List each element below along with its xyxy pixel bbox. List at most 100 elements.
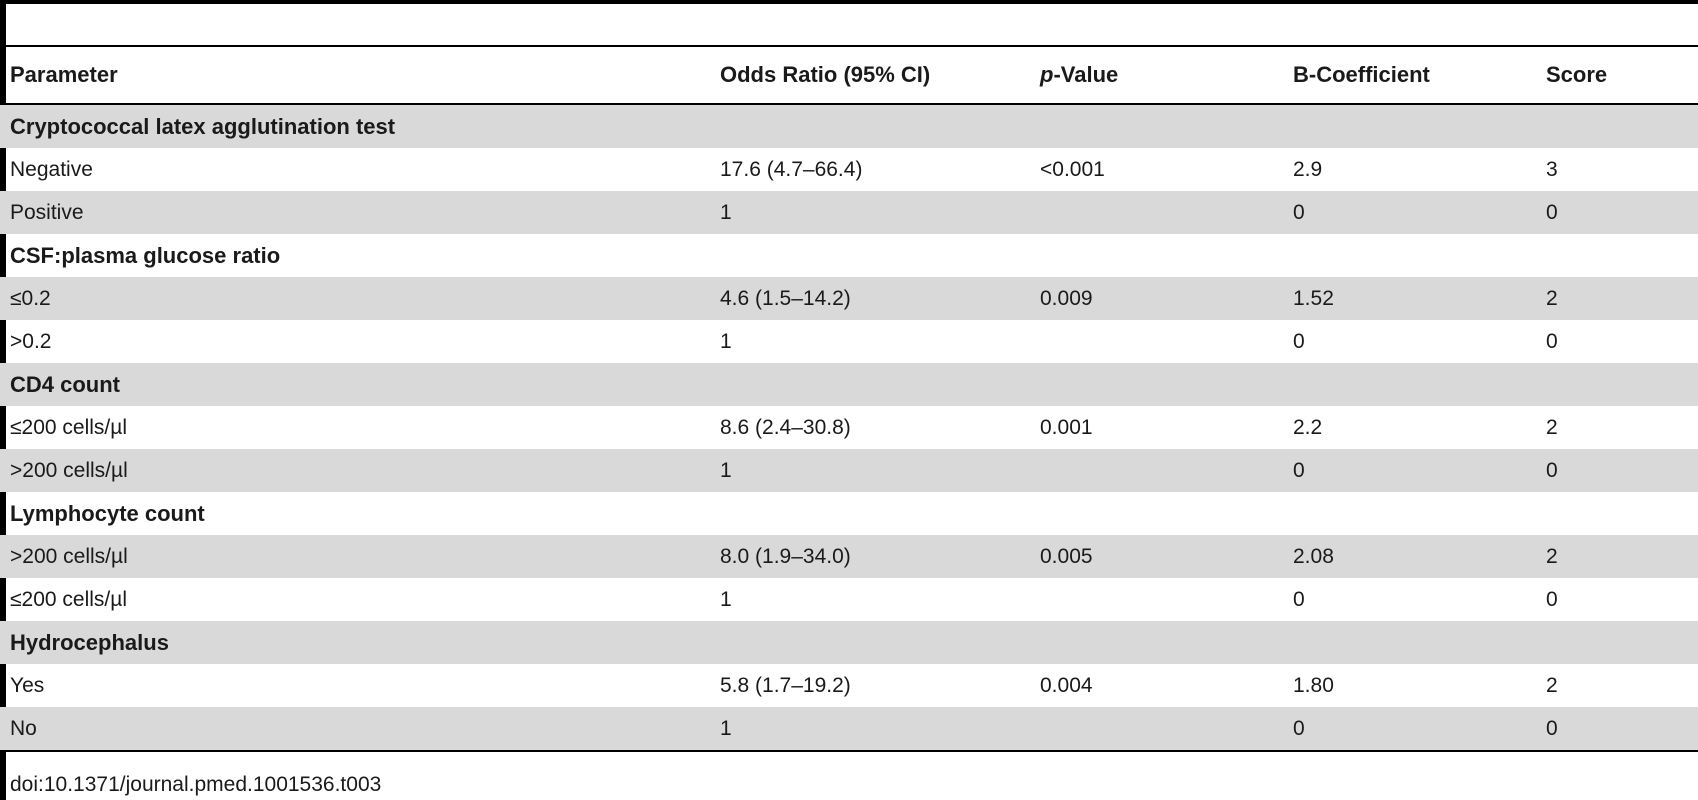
cell-odds-ratio: 5.8 (1.7–19.2): [720, 673, 851, 697]
cell-parameter: Hydrocephalus: [0, 621, 710, 664]
table-header: Parameter Odds Ratio (95% CI) p-Value B-…: [0, 46, 1698, 104]
results-table: Parameter Odds Ratio (95% CI) p-Value B-…: [0, 45, 1698, 752]
table-row: ≤200 cells/µl 8.6 (2.4–30.8) 0.001 2.2 2: [0, 406, 1698, 449]
cell-b-coefficient: 2.08: [1283, 535, 1536, 578]
cell-parameter: No: [0, 707, 710, 751]
table-body: Cryptococcal latex agglutination test Neg…: [0, 104, 1698, 751]
cell-odds-ratio: 1: [710, 449, 1030, 492]
cell-odds-ratio: [710, 492, 1030, 535]
cell-b-coefficient: 0: [1283, 191, 1536, 234]
cell-odds-ratio: 8.6 (2.4–30.8): [720, 415, 851, 439]
cell-score: [1536, 492, 1698, 535]
cell-p-value: [1030, 492, 1283, 535]
header-p-value: p-Value: [1030, 46, 1283, 104]
cell-b-coefficient: 1.80: [1293, 673, 1334, 697]
cell-parameter: Positive: [0, 191, 710, 234]
cell-score: [1536, 621, 1698, 664]
header-b-coefficient: B-Coefficient: [1293, 62, 1430, 87]
cell-odds-ratio: 8.0 (1.9–34.0): [710, 535, 1030, 578]
cell-p-value: 0.005: [1030, 535, 1283, 578]
header-row: Parameter Odds Ratio (95% CI) p-Value B-…: [0, 46, 1698, 104]
cell-score: 0: [1536, 191, 1698, 234]
cell-score: 2: [1536, 277, 1698, 320]
cell-score: 2: [1536, 535, 1698, 578]
cell-b-coefficient: 0: [1293, 587, 1305, 611]
cell-parameter: ≤200 cells/µl: [10, 415, 128, 439]
cell-p-value: [1030, 621, 1283, 664]
section-row: Lymphocyte count: [0, 492, 1698, 535]
cell-b-coefficient: 0: [1293, 329, 1305, 353]
cell-odds-ratio: [710, 621, 1030, 664]
cell-p-value: 0.001: [1040, 415, 1093, 439]
cell-parameter: ≤200 cells/µl: [10, 587, 128, 611]
cell-b-coefficient: 0: [1283, 707, 1536, 751]
cell-parameter: Cryptococcal latex agglutination test: [0, 104, 710, 148]
cell-odds-ratio: [710, 363, 1030, 406]
section-row: Cryptococcal latex agglutination test: [0, 104, 1698, 148]
cell-parameter: ≤0.2: [0, 277, 710, 320]
cell-parameter: Negative: [10, 157, 93, 181]
cell-score: 0: [1546, 329, 1558, 353]
cell-p-value: [1030, 104, 1283, 148]
cell-p-value: [1030, 234, 1283, 277]
cell-parameter: >200 cells/µl: [0, 449, 710, 492]
table-row: >0.2 1 0 0: [0, 320, 1698, 363]
cell-p-value: [1030, 578, 1283, 621]
cell-score: 0: [1546, 587, 1558, 611]
doi-caption: doi:10.1371/journal.pmed.1001536.t003: [10, 773, 382, 796]
cell-p-value: [1030, 191, 1283, 234]
table-row: Negative 17.6 (4.7–66.4) <0.001 2.9 3: [0, 148, 1698, 191]
top-rule: [0, 0, 1698, 4]
cell-parameter: >200 cells/µl: [0, 535, 710, 578]
cell-parameter: Yes: [10, 673, 45, 697]
cell-odds-ratio: [710, 234, 1030, 277]
cell-odds-ratio: 4.6 (1.5–14.2): [710, 277, 1030, 320]
cell-parameter: >0.2: [10, 329, 52, 353]
cell-odds-ratio: 1: [720, 329, 732, 353]
table-row: ≤200 cells/µl 1 0 0: [0, 578, 1698, 621]
cell-odds-ratio: 1: [710, 191, 1030, 234]
cell-score: 3: [1546, 157, 1558, 181]
section-row: CD4 count: [0, 363, 1698, 406]
cell-odds-ratio: 1: [720, 587, 732, 611]
header-odds-ratio: Odds Ratio (95% CI): [720, 62, 931, 87]
table-row: No 1 0 0: [0, 707, 1698, 751]
cell-parameter: Lymphocyte count: [10, 500, 205, 526]
cell-b-coefficient: 0: [1283, 449, 1536, 492]
cell-odds-ratio: [710, 104, 1030, 148]
cell-b-coefficient: 1.52: [1283, 277, 1536, 320]
header-parameter: Parameter: [10, 62, 118, 87]
table-row: Positive 1 0 0: [0, 191, 1698, 234]
table-row: >200 cells/µl 1 0 0: [0, 449, 1698, 492]
table-row: ≤0.2 4.6 (1.5–14.2) 0.009 1.52 2: [0, 277, 1698, 320]
header-p-value-suffix: -Value: [1053, 62, 1119, 87]
header-p-value-italic: p: [1040, 62, 1054, 87]
cell-b-coefficient: [1283, 363, 1536, 406]
cell-p-value: [1030, 449, 1283, 492]
cell-b-coefficient: [1283, 104, 1536, 148]
cell-parameter: CD4 count: [0, 363, 710, 406]
header-score: Score: [1546, 62, 1608, 87]
cell-score: 2: [1546, 673, 1558, 697]
cell-parameter: CSF:plasma glucose ratio: [10, 242, 281, 268]
cell-b-coefficient: [1283, 621, 1536, 664]
cell-score: 2: [1546, 415, 1558, 439]
cell-score: 0: [1536, 707, 1698, 751]
cell-p-value: <0.001: [1040, 157, 1105, 181]
cell-p-value: [1030, 363, 1283, 406]
cell-score: [1536, 104, 1698, 148]
section-row: Hydrocephalus: [0, 621, 1698, 664]
cell-score: 0: [1536, 449, 1698, 492]
cell-b-coefficient: 2.9: [1293, 157, 1323, 181]
results-table-container: Parameter Odds Ratio (95% CI) p-Value B-…: [0, 45, 1698, 752]
section-row: CSF:plasma glucose ratio: [0, 234, 1698, 277]
table-row: >200 cells/µl 8.0 (1.9–34.0) 0.005 2.08 2: [0, 535, 1698, 578]
table-row: Yes 5.8 (1.7–19.2) 0.004 1.80 2: [0, 664, 1698, 707]
cell-score: [1536, 363, 1698, 406]
cell-p-value: [1030, 707, 1283, 751]
cell-b-coefficient: [1283, 234, 1536, 277]
cell-b-coefficient: 2.2: [1293, 415, 1323, 439]
cell-b-coefficient: [1283, 492, 1536, 535]
cell-odds-ratio: 1: [710, 707, 1030, 751]
cell-odds-ratio: 17.6 (4.7–66.4): [720, 157, 863, 181]
